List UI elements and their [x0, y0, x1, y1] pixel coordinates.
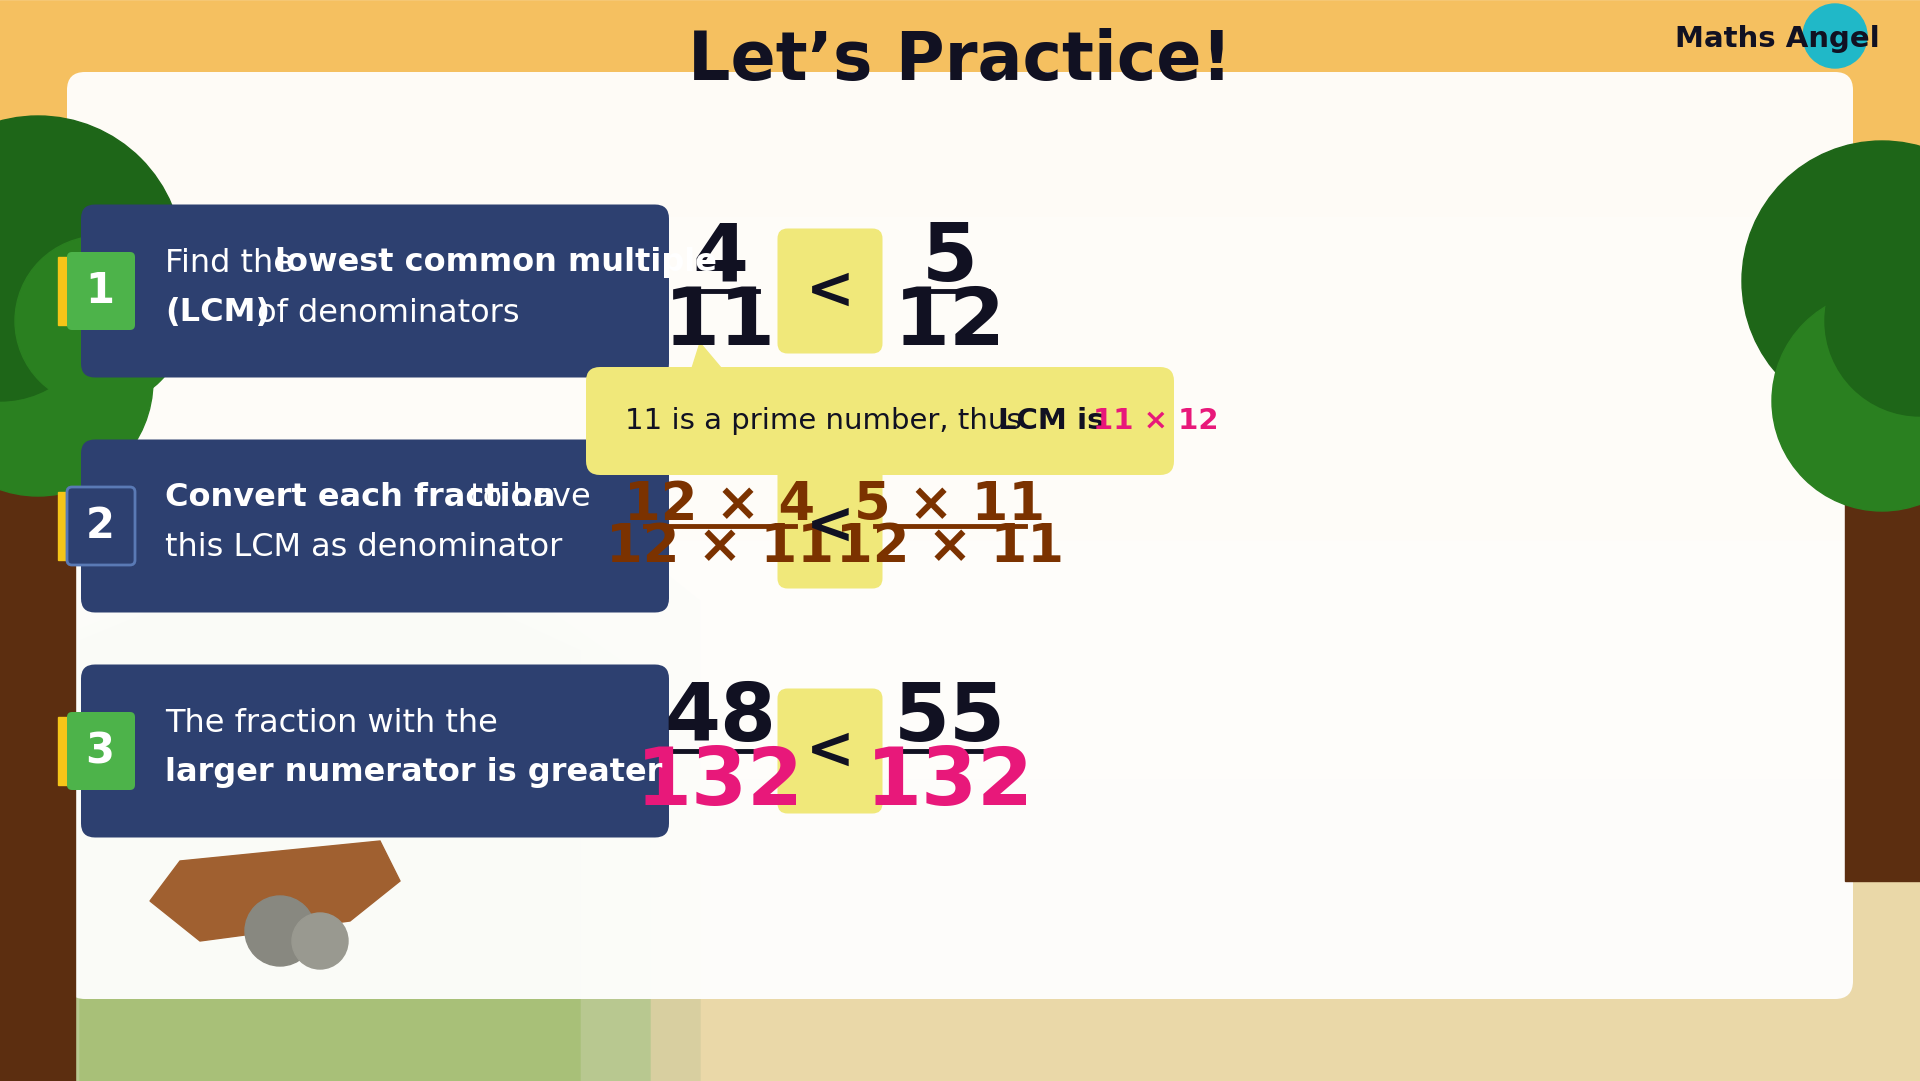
Text: 5 × 11: 5 × 11	[854, 479, 1046, 531]
Circle shape	[292, 913, 348, 969]
Text: 132: 132	[636, 744, 804, 822]
Bar	[0, 540, 1920, 1081]
Text: 3: 3	[86, 730, 115, 772]
Circle shape	[0, 201, 100, 401]
Circle shape	[0, 266, 154, 496]
Text: 1: 1	[86, 270, 115, 312]
Text: lowest common multiple: lowest common multiple	[275, 248, 716, 279]
Polygon shape	[687, 343, 732, 381]
Text: this LCM as denominator: this LCM as denominator	[165, 533, 563, 563]
Text: larger numerator is greater: larger numerator is greater	[165, 758, 662, 788]
Text: 132: 132	[866, 744, 1035, 822]
Text: 12 × 4: 12 × 4	[624, 479, 816, 531]
Circle shape	[0, 116, 182, 406]
Text: 11 × 12: 11 × 12	[1092, 408, 1219, 435]
Polygon shape	[150, 841, 399, 940]
Circle shape	[15, 236, 184, 406]
Text: 12 × 11: 12 × 11	[607, 521, 833, 573]
Circle shape	[1826, 226, 1920, 416]
Text: Convert each fraction: Convert each fraction	[165, 482, 555, 513]
FancyBboxPatch shape	[67, 488, 134, 565]
Bar	[0, 779, 1920, 1081]
Circle shape	[1741, 141, 1920, 421]
Text: <: <	[806, 497, 854, 555]
Bar	[0, 331, 75, 1081]
Bar	[58, 257, 73, 325]
Text: Let’s Practice!: Let’s Practice!	[687, 28, 1233, 94]
Bar	[58, 717, 73, 785]
FancyBboxPatch shape	[778, 464, 883, 588]
FancyBboxPatch shape	[67, 252, 134, 330]
Text: 5: 5	[922, 221, 977, 298]
Text: 4: 4	[691, 221, 749, 298]
Text: <: <	[806, 722, 854, 779]
Text: Find the: Find the	[165, 248, 303, 279]
FancyBboxPatch shape	[67, 72, 1853, 999]
Text: to have: to have	[461, 482, 591, 513]
FancyBboxPatch shape	[81, 665, 668, 838]
Text: 55: 55	[895, 680, 1006, 758]
Polygon shape	[0, 461, 701, 1081]
Bar	[0, 217, 1920, 303]
FancyBboxPatch shape	[586, 368, 1173, 475]
Bar	[58, 492, 73, 560]
Bar	[0, 303, 1920, 1081]
FancyBboxPatch shape	[778, 689, 883, 814]
FancyBboxPatch shape	[81, 440, 668, 613]
Polygon shape	[0, 561, 651, 1081]
Text: LCM is: LCM is	[998, 408, 1116, 435]
Circle shape	[1772, 291, 1920, 511]
FancyBboxPatch shape	[67, 712, 134, 790]
Text: (LCM): (LCM)	[165, 297, 271, 329]
Text: 2: 2	[86, 505, 115, 547]
Text: Maths Angel: Maths Angel	[1676, 25, 1880, 53]
Bar	[0, 1, 1920, 217]
Text: of denominators: of denominators	[248, 297, 520, 329]
Text: <: <	[806, 263, 854, 320]
Circle shape	[246, 896, 315, 966]
Text: 12: 12	[895, 284, 1006, 362]
Text: 11: 11	[664, 284, 776, 362]
FancyBboxPatch shape	[81, 204, 668, 377]
Circle shape	[1803, 4, 1866, 68]
Bar	[1845, 281, 1920, 881]
Polygon shape	[81, 571, 580, 1081]
Text: 12 × 11: 12 × 11	[835, 521, 1064, 573]
FancyBboxPatch shape	[778, 228, 883, 353]
Text: The fraction with the: The fraction with the	[165, 707, 497, 738]
Text: 48: 48	[664, 680, 776, 758]
Text: 11 is a prime number, thus: 11 is a prime number, thus	[626, 408, 1031, 435]
